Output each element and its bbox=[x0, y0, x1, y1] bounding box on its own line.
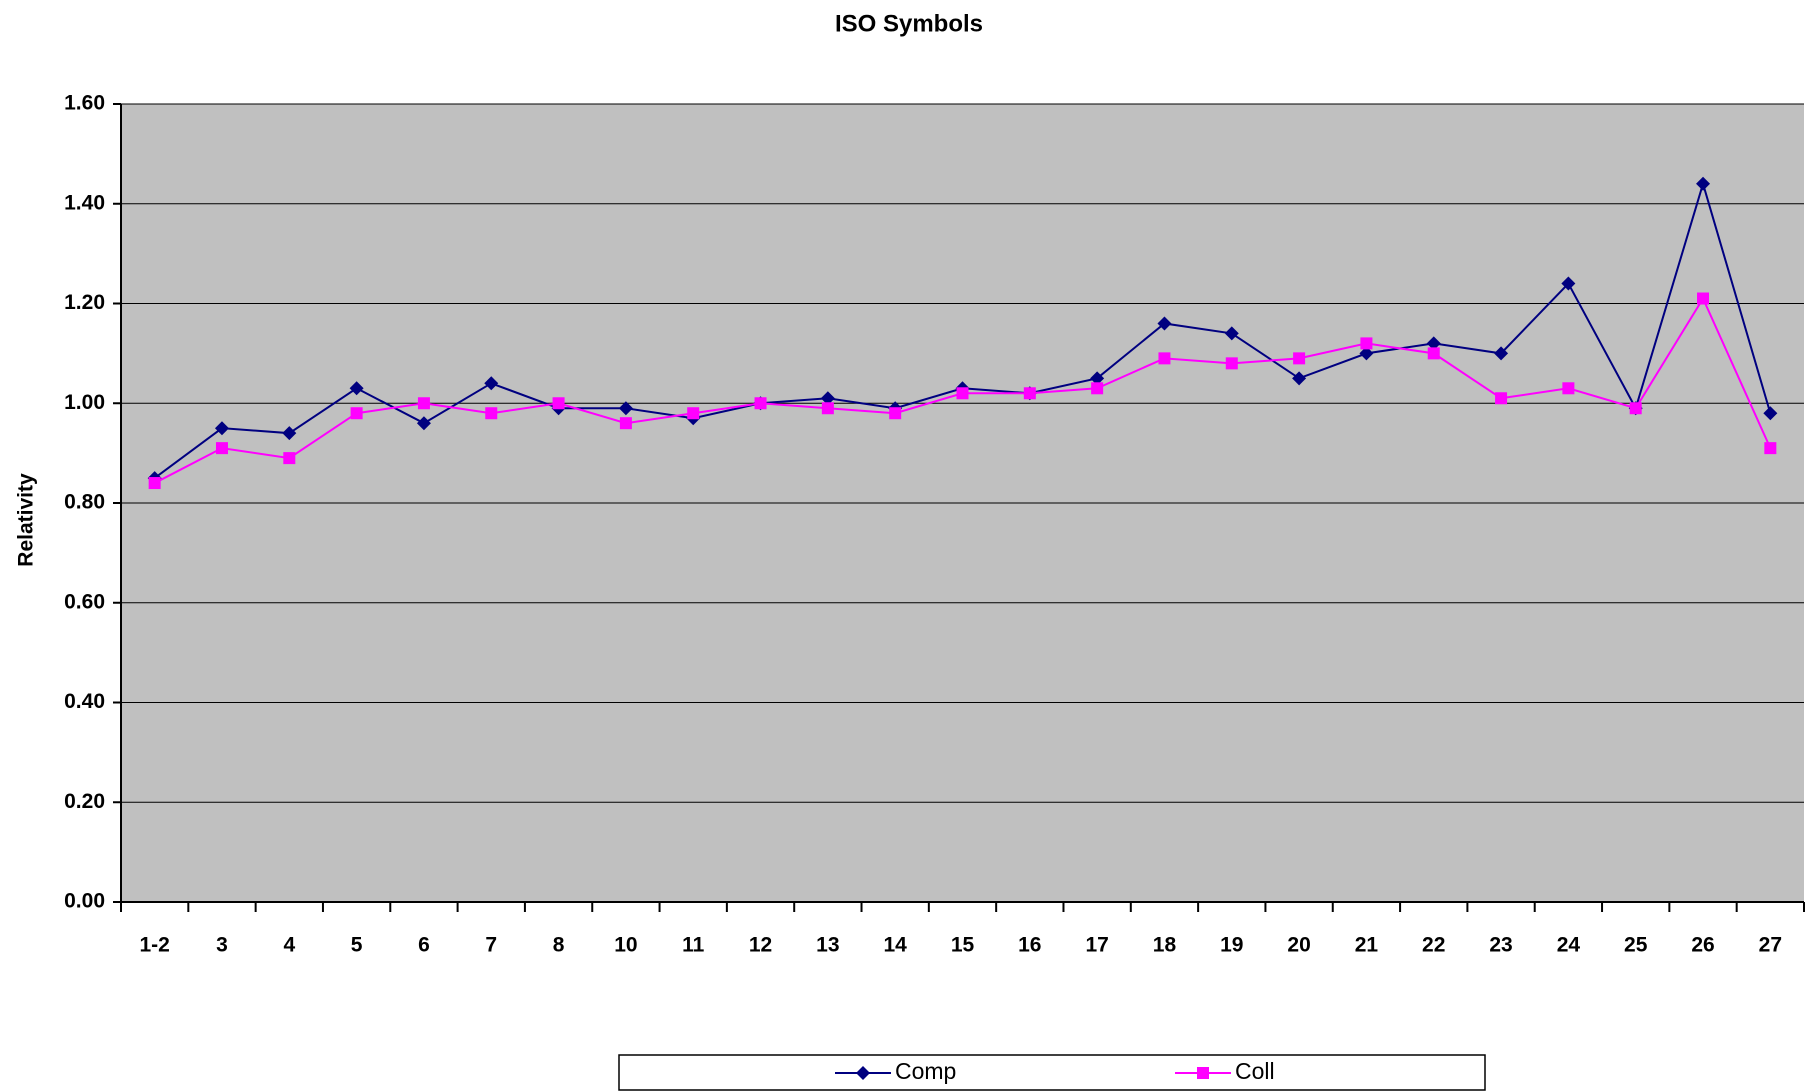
data-point bbox=[416, 416, 431, 431]
data-point bbox=[283, 452, 296, 465]
data-point bbox=[1158, 352, 1171, 365]
data-point bbox=[1426, 336, 1441, 351]
x-tick-label: 10 bbox=[614, 934, 637, 957]
y-axis-label: Relativity bbox=[15, 473, 38, 567]
legend-marker bbox=[1197, 1067, 1209, 1079]
x-tick-label: 4 bbox=[283, 934, 295, 957]
y-tick-label: 0.00 bbox=[64, 890, 105, 913]
x-tick-label: 21 bbox=[1355, 934, 1379, 957]
x-tick-label: 6 bbox=[418, 934, 430, 957]
chart-title: ISO Symbols bbox=[835, 10, 983, 37]
data-point bbox=[1157, 316, 1172, 331]
x-tick-label: 11 bbox=[682, 934, 705, 957]
data-point bbox=[1091, 382, 1104, 395]
data-point bbox=[214, 421, 229, 436]
data-point bbox=[1764, 442, 1777, 455]
data-point bbox=[687, 407, 700, 420]
data-point bbox=[148, 477, 161, 490]
data-point bbox=[889, 407, 902, 420]
x-tick-label: 16 bbox=[1018, 934, 1041, 957]
x-tick-label: 27 bbox=[1759, 934, 1782, 957]
data-point bbox=[1360, 337, 1373, 350]
x-tick-label: 7 bbox=[485, 934, 497, 957]
legend-box bbox=[618, 1054, 1486, 1091]
x-tick-label: 13 bbox=[816, 934, 839, 957]
data-point bbox=[754, 397, 767, 410]
y-tick-label: 1.00 bbox=[64, 391, 105, 414]
data-point bbox=[956, 387, 969, 400]
x-tick-label: 3 bbox=[216, 934, 228, 957]
x-tick-label: 8 bbox=[553, 934, 565, 957]
x-tick-label: 12 bbox=[749, 934, 772, 957]
x-tick-label: 22 bbox=[1422, 934, 1445, 957]
x-tick-label: 5 bbox=[351, 934, 363, 957]
x-tick-label: 14 bbox=[884, 934, 908, 957]
x-tick-label: 17 bbox=[1085, 934, 1108, 957]
data-point bbox=[1359, 346, 1374, 361]
x-tick-label: 19 bbox=[1220, 934, 1243, 957]
data-point bbox=[350, 407, 363, 420]
data-point bbox=[1427, 347, 1440, 360]
data-point bbox=[1090, 371, 1105, 386]
data-point bbox=[1495, 392, 1508, 405]
x-tick-label: 26 bbox=[1691, 934, 1714, 957]
data-point bbox=[1629, 402, 1642, 415]
legend-label: Coll bbox=[1235, 1058, 1275, 1084]
y-tick-label: 0.40 bbox=[64, 690, 105, 713]
data-point bbox=[1696, 176, 1711, 191]
data-point bbox=[821, 402, 834, 415]
data-point bbox=[1292, 371, 1307, 386]
y-tick-label: 0.60 bbox=[64, 590, 105, 613]
x-tick-label: 25 bbox=[1624, 934, 1648, 957]
y-tick-label: 0.80 bbox=[64, 491, 105, 514]
data-point bbox=[1561, 276, 1576, 291]
x-tick-label: 20 bbox=[1287, 934, 1310, 957]
x-tick-label: 18 bbox=[1153, 934, 1177, 957]
data-point bbox=[349, 381, 364, 396]
data-point bbox=[1224, 326, 1239, 341]
data-point bbox=[215, 442, 228, 455]
data-point bbox=[1023, 387, 1036, 400]
x-tick-label: 1-2 bbox=[139, 934, 169, 957]
data-point bbox=[1225, 357, 1238, 370]
y-tick-label: 1.60 bbox=[64, 92, 105, 115]
data-point bbox=[485, 407, 498, 420]
legend-marker bbox=[856, 1066, 870, 1080]
data-point bbox=[619, 417, 632, 430]
data-point bbox=[1763, 406, 1778, 421]
data-point bbox=[282, 426, 297, 441]
data-point bbox=[552, 397, 565, 410]
data-point bbox=[417, 397, 430, 410]
data-point bbox=[1562, 382, 1575, 395]
data-point bbox=[1293, 352, 1306, 365]
x-tick-label: 24 bbox=[1557, 934, 1581, 957]
x-tick-label: 23 bbox=[1489, 934, 1512, 957]
y-tick-label: 1.40 bbox=[64, 191, 105, 214]
y-tick-label: 1.20 bbox=[64, 291, 105, 314]
y-tick-label: 0.20 bbox=[64, 790, 105, 813]
data-point bbox=[820, 391, 835, 406]
x-tick-label: 15 bbox=[951, 934, 975, 957]
legend-label: Comp bbox=[895, 1058, 956, 1084]
data-point bbox=[618, 401, 633, 416]
data-point bbox=[1697, 292, 1710, 305]
data-point bbox=[484, 376, 499, 391]
data-point bbox=[1494, 346, 1509, 361]
